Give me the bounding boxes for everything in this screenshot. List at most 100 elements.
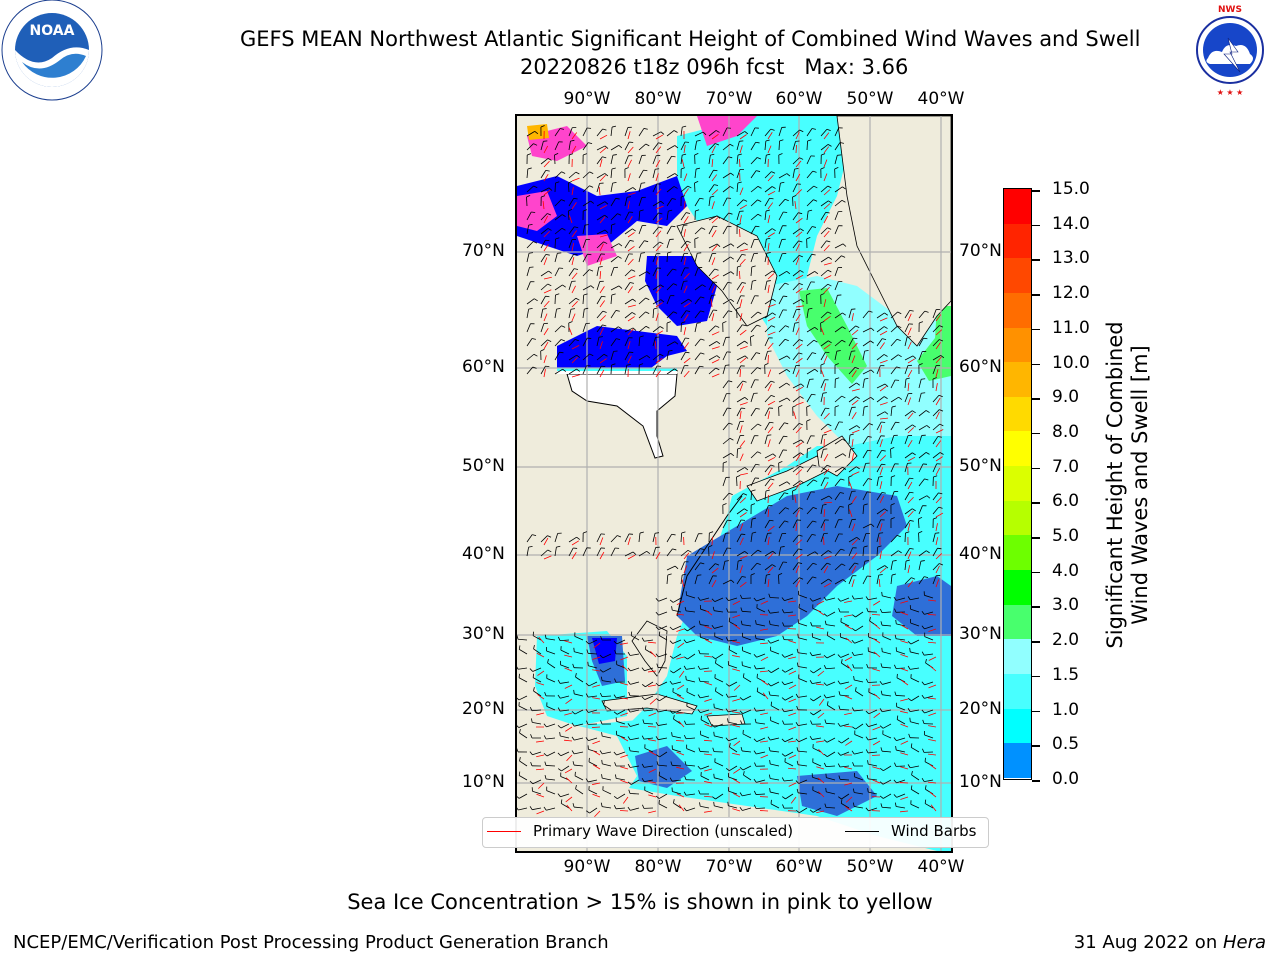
wind-barb bbox=[896, 650, 906, 655]
wind-barb-flag bbox=[826, 464, 831, 468]
wave-direction-arrow bbox=[676, 613, 685, 616]
wind-barb-flag bbox=[730, 298, 735, 303]
wind-barb-flag bbox=[714, 184, 719, 186]
wind-barb bbox=[895, 695, 906, 697]
colorbar-tick-mark bbox=[1032, 780, 1040, 782]
wave-direction-arrow bbox=[846, 664, 853, 672]
wind-barb-flag bbox=[848, 475, 853, 478]
wind-barb bbox=[834, 243, 844, 249]
wind-barb-flag bbox=[753, 707, 757, 712]
wind-barb bbox=[896, 706, 906, 711]
wind-barb-flag bbox=[674, 341, 679, 345]
wind-barb-flag bbox=[723, 461, 728, 464]
wind-barb-flag bbox=[545, 239, 550, 242]
wave-direction-arrow bbox=[592, 782, 601, 785]
wind-barb-flag bbox=[696, 322, 701, 324]
wind-barb-flag bbox=[925, 410, 930, 413]
wind-barb bbox=[764, 520, 770, 529]
wave-direction-arrow bbox=[703, 795, 713, 798]
wind-barb bbox=[700, 695, 710, 699]
wave-direction-arrow bbox=[739, 258, 746, 266]
wind-barb-flag bbox=[702, 131, 707, 136]
wind-barb-flag bbox=[685, 675, 687, 680]
wind-barb-flag bbox=[736, 307, 741, 310]
wave-direction-arrow bbox=[732, 711, 741, 714]
wind-barb bbox=[854, 751, 864, 755]
wind-barb-flag bbox=[851, 628, 856, 632]
wind-barb-flag bbox=[547, 158, 552, 161]
wind-barb bbox=[680, 127, 683, 137]
wind-barb-flag bbox=[751, 503, 756, 506]
wave-direction-arrow bbox=[683, 272, 690, 280]
wave-direction-arrow bbox=[851, 429, 860, 434]
wind-barb-flag bbox=[770, 380, 775, 383]
legend-label-wind-barbs: Wind Barbs bbox=[891, 822, 977, 840]
wave-direction-arrow bbox=[543, 369, 546, 378]
wave-direction-arrow bbox=[907, 481, 913, 490]
wave-direction-arrow bbox=[711, 134, 719, 140]
wind-barb bbox=[715, 793, 724, 800]
wind-barb bbox=[896, 597, 906, 601]
wind-barb bbox=[756, 677, 766, 683]
wave-direction-arrow bbox=[823, 244, 830, 252]
wind-barb bbox=[602, 653, 612, 659]
wind-barb-flag bbox=[907, 665, 911, 670]
wind-barb bbox=[617, 793, 626, 800]
wind-barb bbox=[924, 803, 934, 809]
wind-barb-flag bbox=[584, 224, 589, 226]
wind-barb bbox=[517, 638, 528, 641]
wind-barb-flag bbox=[737, 447, 742, 450]
wave-direction-arrow bbox=[795, 454, 801, 462]
wave-direction-arrow bbox=[879, 330, 888, 336]
wind-barb-flag bbox=[837, 722, 841, 727]
colorbar-segment bbox=[1004, 466, 1031, 501]
wind-barb-flag bbox=[837, 598, 841, 602]
wind-barb bbox=[671, 764, 682, 767]
wind-barb bbox=[624, 240, 631, 249]
wave-direction-arrow bbox=[592, 764, 601, 770]
wind-barb bbox=[672, 609, 682, 613]
wind-barb-flag bbox=[863, 503, 868, 506]
wind-barb-flag bbox=[543, 735, 547, 740]
wind-barb bbox=[736, 355, 746, 361]
wind-barb-flag bbox=[855, 687, 857, 692]
wind-barb-flag bbox=[741, 576, 746, 578]
wind-barb-flag bbox=[684, 656, 688, 660]
wind-barb-flag bbox=[752, 279, 757, 282]
wind-barb bbox=[882, 750, 892, 753]
wind-barb-flag bbox=[826, 240, 831, 243]
wind-barb bbox=[820, 283, 829, 291]
wind-barb bbox=[722, 298, 731, 305]
wind-barb bbox=[742, 793, 752, 797]
wind-barb bbox=[554, 267, 560, 277]
wind-barb bbox=[904, 561, 907, 571]
wind-barb bbox=[519, 732, 528, 739]
wave-direction-arrow bbox=[900, 710, 909, 714]
wind-barb-flag bbox=[894, 802, 897, 807]
wave-direction-arrow bbox=[739, 512, 747, 518]
wind-barb-flag bbox=[712, 606, 715, 611]
wind-barb bbox=[708, 575, 714, 585]
wind-barb-flag bbox=[611, 363, 616, 366]
wind-barb bbox=[610, 267, 615, 277]
wind-barb bbox=[575, 788, 584, 795]
wind-barb-flag bbox=[557, 707, 561, 712]
wind-barb-flag bbox=[771, 325, 776, 328]
wind-barb-flag bbox=[784, 422, 789, 425]
wave-direction-arrow bbox=[655, 330, 664, 336]
wave-direction-arrow bbox=[844, 684, 853, 690]
wind-barb-flag bbox=[518, 771, 521, 776]
wind-barb-flag bbox=[891, 475, 896, 478]
wind-barb bbox=[798, 723, 808, 727]
wind-barb bbox=[932, 409, 940, 417]
wind-barb bbox=[820, 519, 826, 529]
wind-barb-flag bbox=[568, 180, 573, 184]
wave-direction-arrow bbox=[739, 313, 743, 322]
wave-direction-arrow bbox=[845, 637, 853, 644]
wind-barb bbox=[778, 225, 783, 235]
wind-barb bbox=[560, 649, 570, 655]
wind-barb bbox=[658, 611, 668, 616]
wind-barb bbox=[736, 295, 742, 305]
wind-barb-flag bbox=[869, 616, 871, 622]
wind-barb-flag bbox=[708, 545, 713, 548]
